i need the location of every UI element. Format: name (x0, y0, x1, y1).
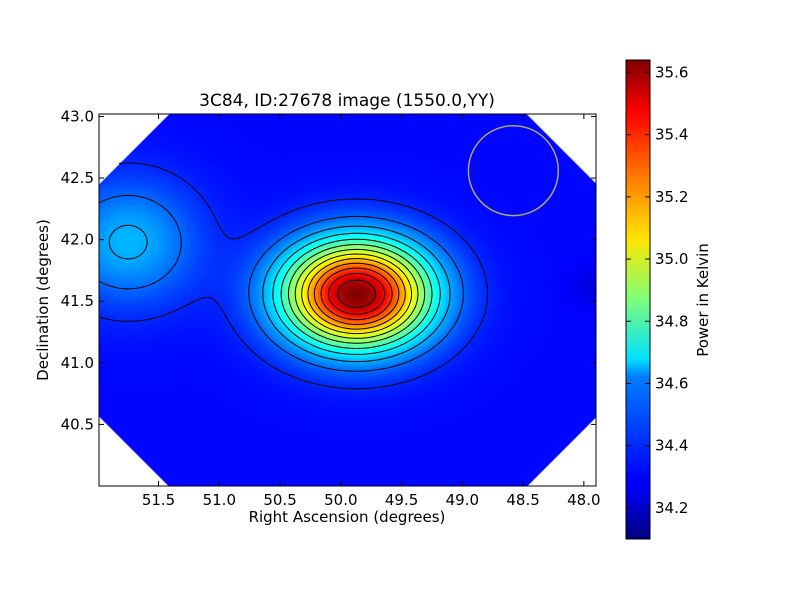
colorbar-tick-label: 34.6 (655, 374, 688, 392)
contour-line (301, 253, 413, 335)
y-tick-label: 41.0 (61, 354, 94, 372)
contour-line (287, 244, 426, 344)
chart-title: 3C84, ID:27678 image (1550.0,YY) (199, 91, 495, 111)
y-tick-label: 42.5 (61, 169, 94, 187)
contour-line (99, 194, 464, 372)
beam-circle (467, 124, 560, 217)
y-axis-ticks: 40.5 41.0 41.5 42.0 42.5 43.0 (61, 107, 596, 433)
contour-line (99, 162, 488, 390)
plot-area (98, 113, 597, 487)
colorbar-tick-label: 35.0 (655, 250, 688, 268)
x-axis-label: Right Ascension (degrees) (249, 508, 446, 526)
x-tick-label: 51.5 (142, 491, 175, 509)
x-tick-label: 50.0 (324, 491, 357, 509)
contour-line (320, 267, 393, 321)
contour-line (272, 232, 441, 355)
x-axis-ticks: 51.5 51.0 50.5 50.0 49.5 49.0 48.5 48.0 (142, 114, 601, 509)
plot-frame (98, 113, 597, 487)
contour-line (327, 273, 386, 315)
colorbar-ticks: 34.2 34.4 34.6 34.8 35.0 35.2 35.4 35.6 (626, 63, 688, 517)
colorbar-tick-label: 34.2 (655, 499, 688, 517)
x-tick-label: 48.0 (567, 491, 600, 509)
contour-line (280, 238, 433, 349)
contour-line (307, 258, 406, 330)
heatmap-image (99, 114, 596, 486)
x-tick-label: 50.5 (263, 491, 296, 509)
colorbar-tick-label: 35.4 (655, 126, 688, 144)
colorbar-tick-label: 35.2 (655, 188, 688, 206)
x-tick-label: 48.5 (506, 491, 539, 509)
colorbar-tick-label: 35.6 (655, 63, 688, 81)
contour-line (313, 262, 400, 325)
colorbar-label: Power in Kelvin (694, 243, 712, 357)
y-tick-label: 43.0 (61, 107, 94, 125)
colorbar: 34.2 34.4 34.6 34.8 35.0 35.2 35.4 35.6 Power i… (625, 59, 712, 540)
contour-line (108, 224, 451, 363)
x-tick-label: 51.0 (203, 491, 236, 509)
colorbar-gradient (626, 60, 650, 539)
contour-line (337, 279, 377, 308)
y-tick-label: 40.5 (61, 415, 94, 433)
colorbar-frame (625, 59, 651, 540)
y-tick-label: 41.5 (61, 292, 94, 310)
x-tick-label: 49.5 (385, 491, 418, 509)
colorbar-tick-label: 34.4 (655, 437, 688, 455)
contour-lines (99, 162, 488, 390)
y-tick-label: 42.0 (61, 231, 94, 249)
x-tick-label: 49.0 (446, 491, 479, 509)
contour-line (294, 248, 419, 339)
colorbar-tick-label: 34.8 (655, 312, 688, 330)
y-axis-label: Declination (degrees) (34, 219, 52, 381)
